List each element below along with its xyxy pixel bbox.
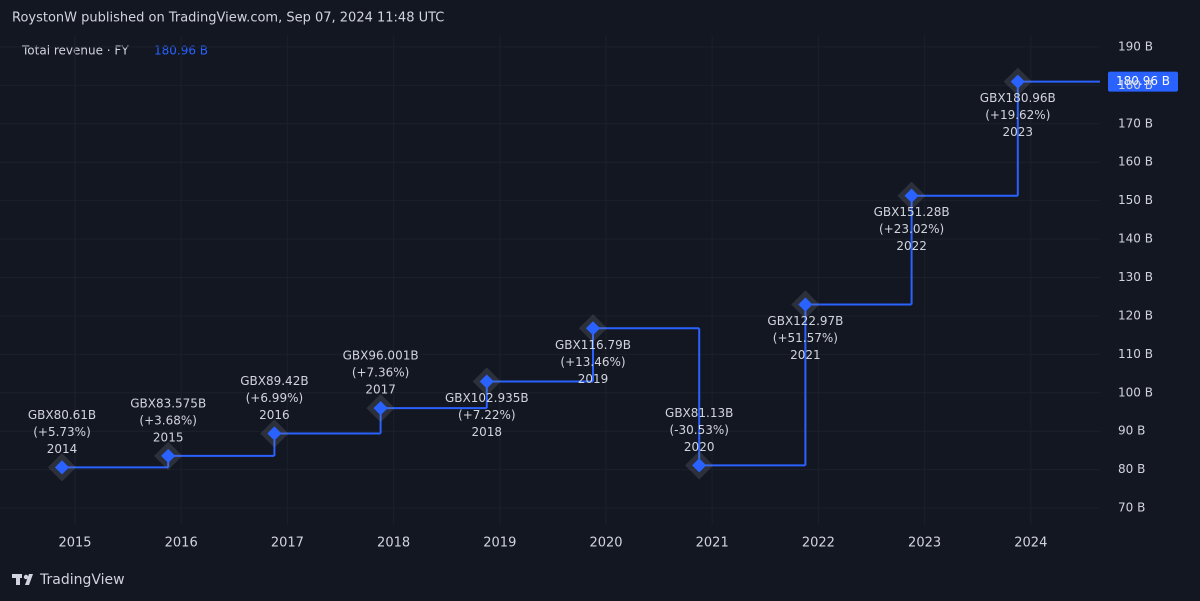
year-label: 2016 (259, 408, 290, 422)
price-tag (1108, 71, 1178, 92)
y-tick-label: 180 B (1118, 78, 1153, 92)
value-label: GBX81.13B (665, 406, 733, 420)
change-label: (+7.22%) (458, 408, 516, 422)
year-label: 2017 (365, 383, 396, 397)
value-label: GBX80.61B (28, 408, 96, 422)
change-label: (+3.68%) (139, 413, 197, 427)
marker (54, 460, 70, 475)
x-tick-label: 2016 (165, 536, 198, 551)
price-tag-label: 180.96 B (1116, 74, 1170, 88)
year-label: 2020 (684, 440, 715, 454)
change-label: (+23.02%) (879, 222, 944, 236)
x-tick-label: 2018 (377, 536, 410, 551)
marker (161, 448, 176, 463)
marker (904, 188, 919, 203)
year-label: 2023 (1003, 125, 1034, 139)
y-tick-label: 160 B (1118, 155, 1153, 169)
change-label: (+7.36%) (352, 366, 410, 380)
year-label: 2019 (578, 372, 609, 386)
header: RoystonW published on TradingView.com, S… (12, 11, 444, 26)
marker (267, 426, 282, 441)
value-label: GBX151.28B (874, 205, 950, 219)
y-tick-label: 90 B (1118, 424, 1145, 438)
x-tick-label: 2021 (696, 536, 729, 551)
marker (585, 321, 601, 336)
y-tick-label: 110 B (1118, 347, 1153, 361)
x-tick-label: 2017 (271, 536, 304, 551)
marker (692, 458, 707, 473)
y-tick-label: 70 B (1118, 501, 1145, 515)
y-tick-label: 140 B (1118, 232, 1153, 246)
change-label: (+13.46%) (560, 355, 625, 369)
x-tick-label: 2015 (58, 536, 91, 551)
change-label: (+19.62%) (985, 108, 1050, 122)
marker (373, 401, 388, 416)
footer-brand: TradingView (39, 572, 125, 588)
marker (798, 297, 813, 312)
year-label: 2015 (153, 430, 184, 444)
year-label: 2022 (896, 239, 927, 253)
marker (479, 374, 494, 389)
marker (1010, 74, 1025, 89)
year-label: 2014 (47, 442, 78, 456)
value-label: GBX102.935B (445, 391, 529, 405)
y-tick-label: 190 B (1118, 39, 1153, 53)
year-label: 2021 (790, 348, 821, 362)
logo (12, 574, 33, 585)
x-tick-label: 2019 (483, 536, 516, 551)
x-tick-label: 2020 (589, 536, 622, 551)
change-label: (+51.57%) (773, 331, 838, 345)
value-label: GBX180.96B (980, 91, 1056, 105)
y-tick-label: 80 B (1118, 462, 1145, 476)
change-label: (+5.73%) (33, 425, 91, 439)
value-label: GBX89.42B (240, 374, 308, 388)
y-tick-label: 170 B (1118, 116, 1153, 130)
value-label: GBX83.575B (130, 396, 206, 410)
x-tick-label: 2022 (802, 536, 835, 551)
x-tick-label: 2024 (1014, 536, 1047, 551)
change-label: (-30.53%) (669, 423, 728, 437)
y-tick-label: 130 B (1118, 270, 1153, 284)
value-label: GBX116.79B (555, 338, 631, 352)
change-label: (+6.99%) (246, 391, 304, 405)
x-tick-label: 2023 (908, 536, 941, 551)
year-label: 2018 (472, 425, 503, 439)
value-label: GBX96.001B (343, 349, 419, 363)
y-tick-label: 150 B (1118, 193, 1153, 207)
y-tick-label: 120 B (1118, 308, 1153, 322)
value-label: GBX122.97B (767, 314, 843, 328)
y-tick-label: 100 B (1118, 385, 1153, 399)
